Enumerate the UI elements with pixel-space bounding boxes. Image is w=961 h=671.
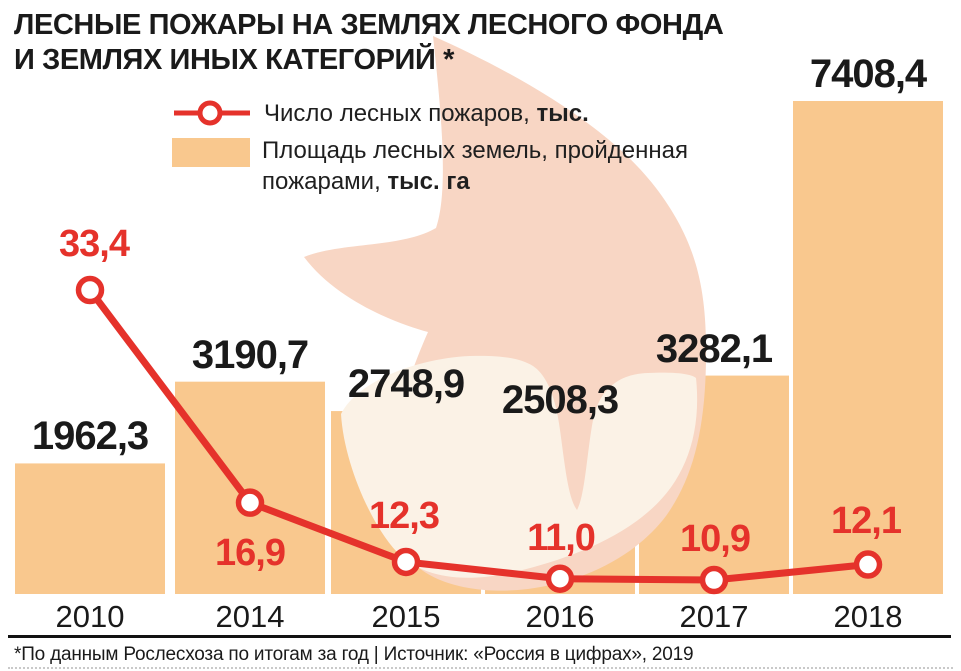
line-marker-2018 <box>853 550 883 579</box>
chart-title: ЛЕСНЫЕ ПОЖАРЫ НА ЗЕМЛЯХ ЛЕСНОГО ФОНДА И … <box>14 8 724 78</box>
bar-2014 <box>175 381 325 594</box>
chart-title-line1: ЛЕСНЫЕ ПОЖАРЫ НА ЗЕМЛЯХ ЛЕСНОГО ФОНДА <box>14 9 724 41</box>
bar-series-swatch-icon <box>172 138 250 167</box>
line-marker-2015 <box>391 547 421 577</box>
source-note: *По данным Рослесхоза по итогам за год |… <box>14 644 694 665</box>
legend-label-line-series: Число лесных пожаров, тыс. <box>264 98 589 129</box>
legend-label-bar-unit: тыс. га <box>387 168 470 195</box>
legend-label-bar-text: Площадь лесных земель, пройденная пожара… <box>262 137 688 195</box>
line-series-path <box>87 287 869 584</box>
line-marker-2016 <box>545 564 575 593</box>
line-series-swatch-icon <box>174 100 250 126</box>
legend-label-line-text: Число лесных пожаров, <box>264 99 537 127</box>
legend-label-line-unit: тыс. <box>536 99 589 127</box>
footer-divider <box>8 635 951 638</box>
flame-watermark-inner-icon <box>341 355 698 578</box>
line-marker-2014 <box>235 488 265 517</box>
legend-item-bar-series: Площадь лесных земель, пройденная пожара… <box>172 135 807 197</box>
bottom-hairline <box>8 667 953 669</box>
line-marker-2010 <box>75 275 105 305</box>
bar-2010 <box>15 463 165 594</box>
bar-2018 <box>793 101 943 594</box>
line-marker-2017 <box>699 565 729 595</box>
legend: Число лесных пожаров, тыс. Площадь лесны… <box>172 97 807 203</box>
legend-label-bar-series: Площадь лесных земель, пройденная пожара… <box>262 135 807 197</box>
chart-title-line2: И ЗЕМЛЯХ ИНЫХ КАТЕГОРИЙ * <box>14 44 454 76</box>
legend-item-line-series: Число лесных пожаров, тыс. <box>172 97 807 129</box>
line-layer <box>75 275 883 595</box>
